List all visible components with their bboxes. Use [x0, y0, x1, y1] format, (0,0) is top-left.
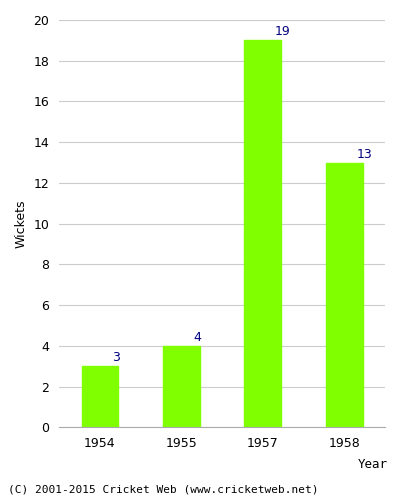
- Text: 13: 13: [356, 148, 372, 160]
- Bar: [244, 40, 281, 428]
- Text: 3: 3: [112, 351, 120, 364]
- Text: 19: 19: [275, 26, 291, 38]
- Bar: [326, 162, 362, 428]
- Bar: [163, 346, 200, 428]
- Bar: [82, 366, 118, 428]
- Text: (C) 2001-2015 Cricket Web (www.cricketweb.net): (C) 2001-2015 Cricket Web (www.cricketwe…: [8, 485, 318, 495]
- Text: Year: Year: [358, 458, 388, 470]
- Y-axis label: Wickets: Wickets: [15, 200, 28, 248]
- Text: 4: 4: [194, 331, 202, 344]
